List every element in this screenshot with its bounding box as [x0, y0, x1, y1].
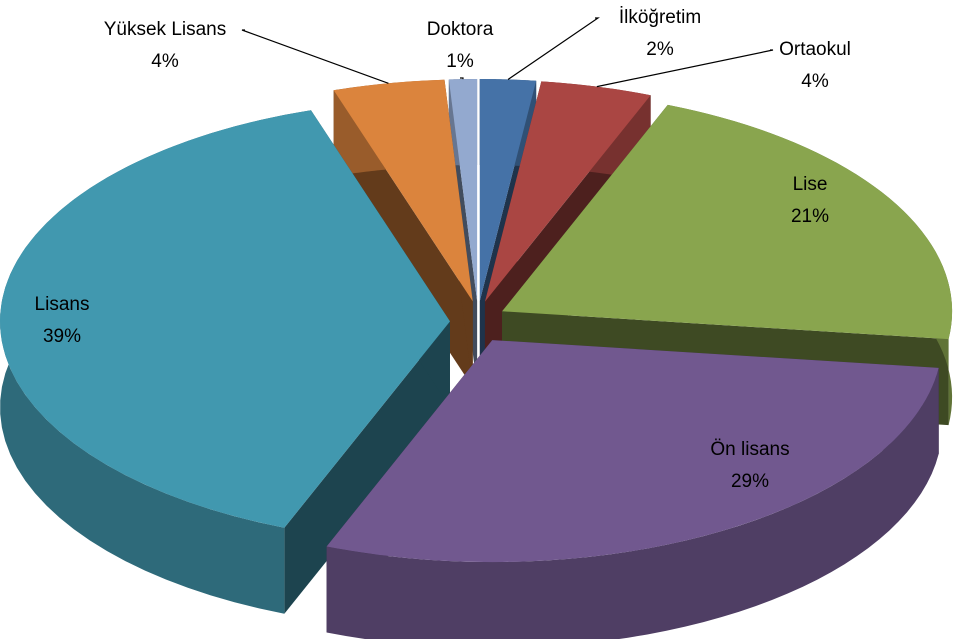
value-label: 29%: [731, 471, 769, 492]
slice-top: [333, 79, 473, 302]
leader-line: [460, 77, 464, 80]
slice-label: Ortaokul: [779, 39, 851, 60]
slice-label: İlköğretim: [619, 7, 701, 28]
value-label: 4%: [801, 71, 829, 92]
slice-label: Ön lisans: [710, 439, 789, 460]
value-label: 2%: [646, 39, 674, 60]
value-label: 21%: [791, 206, 829, 227]
slice-top: [484, 81, 651, 302]
slice: [326, 340, 939, 639]
slice-top: [0, 110, 451, 528]
slice-side: [284, 321, 451, 614]
value-label: 1%: [446, 51, 474, 72]
leader-line: [241, 29, 389, 84]
slice-top: [448, 79, 478, 302]
leader-line: [596, 49, 774, 88]
value-label: 4%: [151, 51, 179, 72]
slice: [0, 110, 451, 614]
slice-top: [502, 104, 953, 340]
slice-top: [326, 340, 939, 563]
slice-wall: [326, 367, 939, 639]
slice-label: Doktora: [427, 19, 494, 40]
slice-label: Lise: [793, 174, 828, 195]
slice-label: Lisans: [35, 294, 90, 315]
leader-line: [507, 17, 600, 80]
slice-top: [479, 79, 537, 302]
value-label: 39%: [43, 326, 81, 347]
slice-label: Yüksek Lisans: [104, 19, 227, 40]
